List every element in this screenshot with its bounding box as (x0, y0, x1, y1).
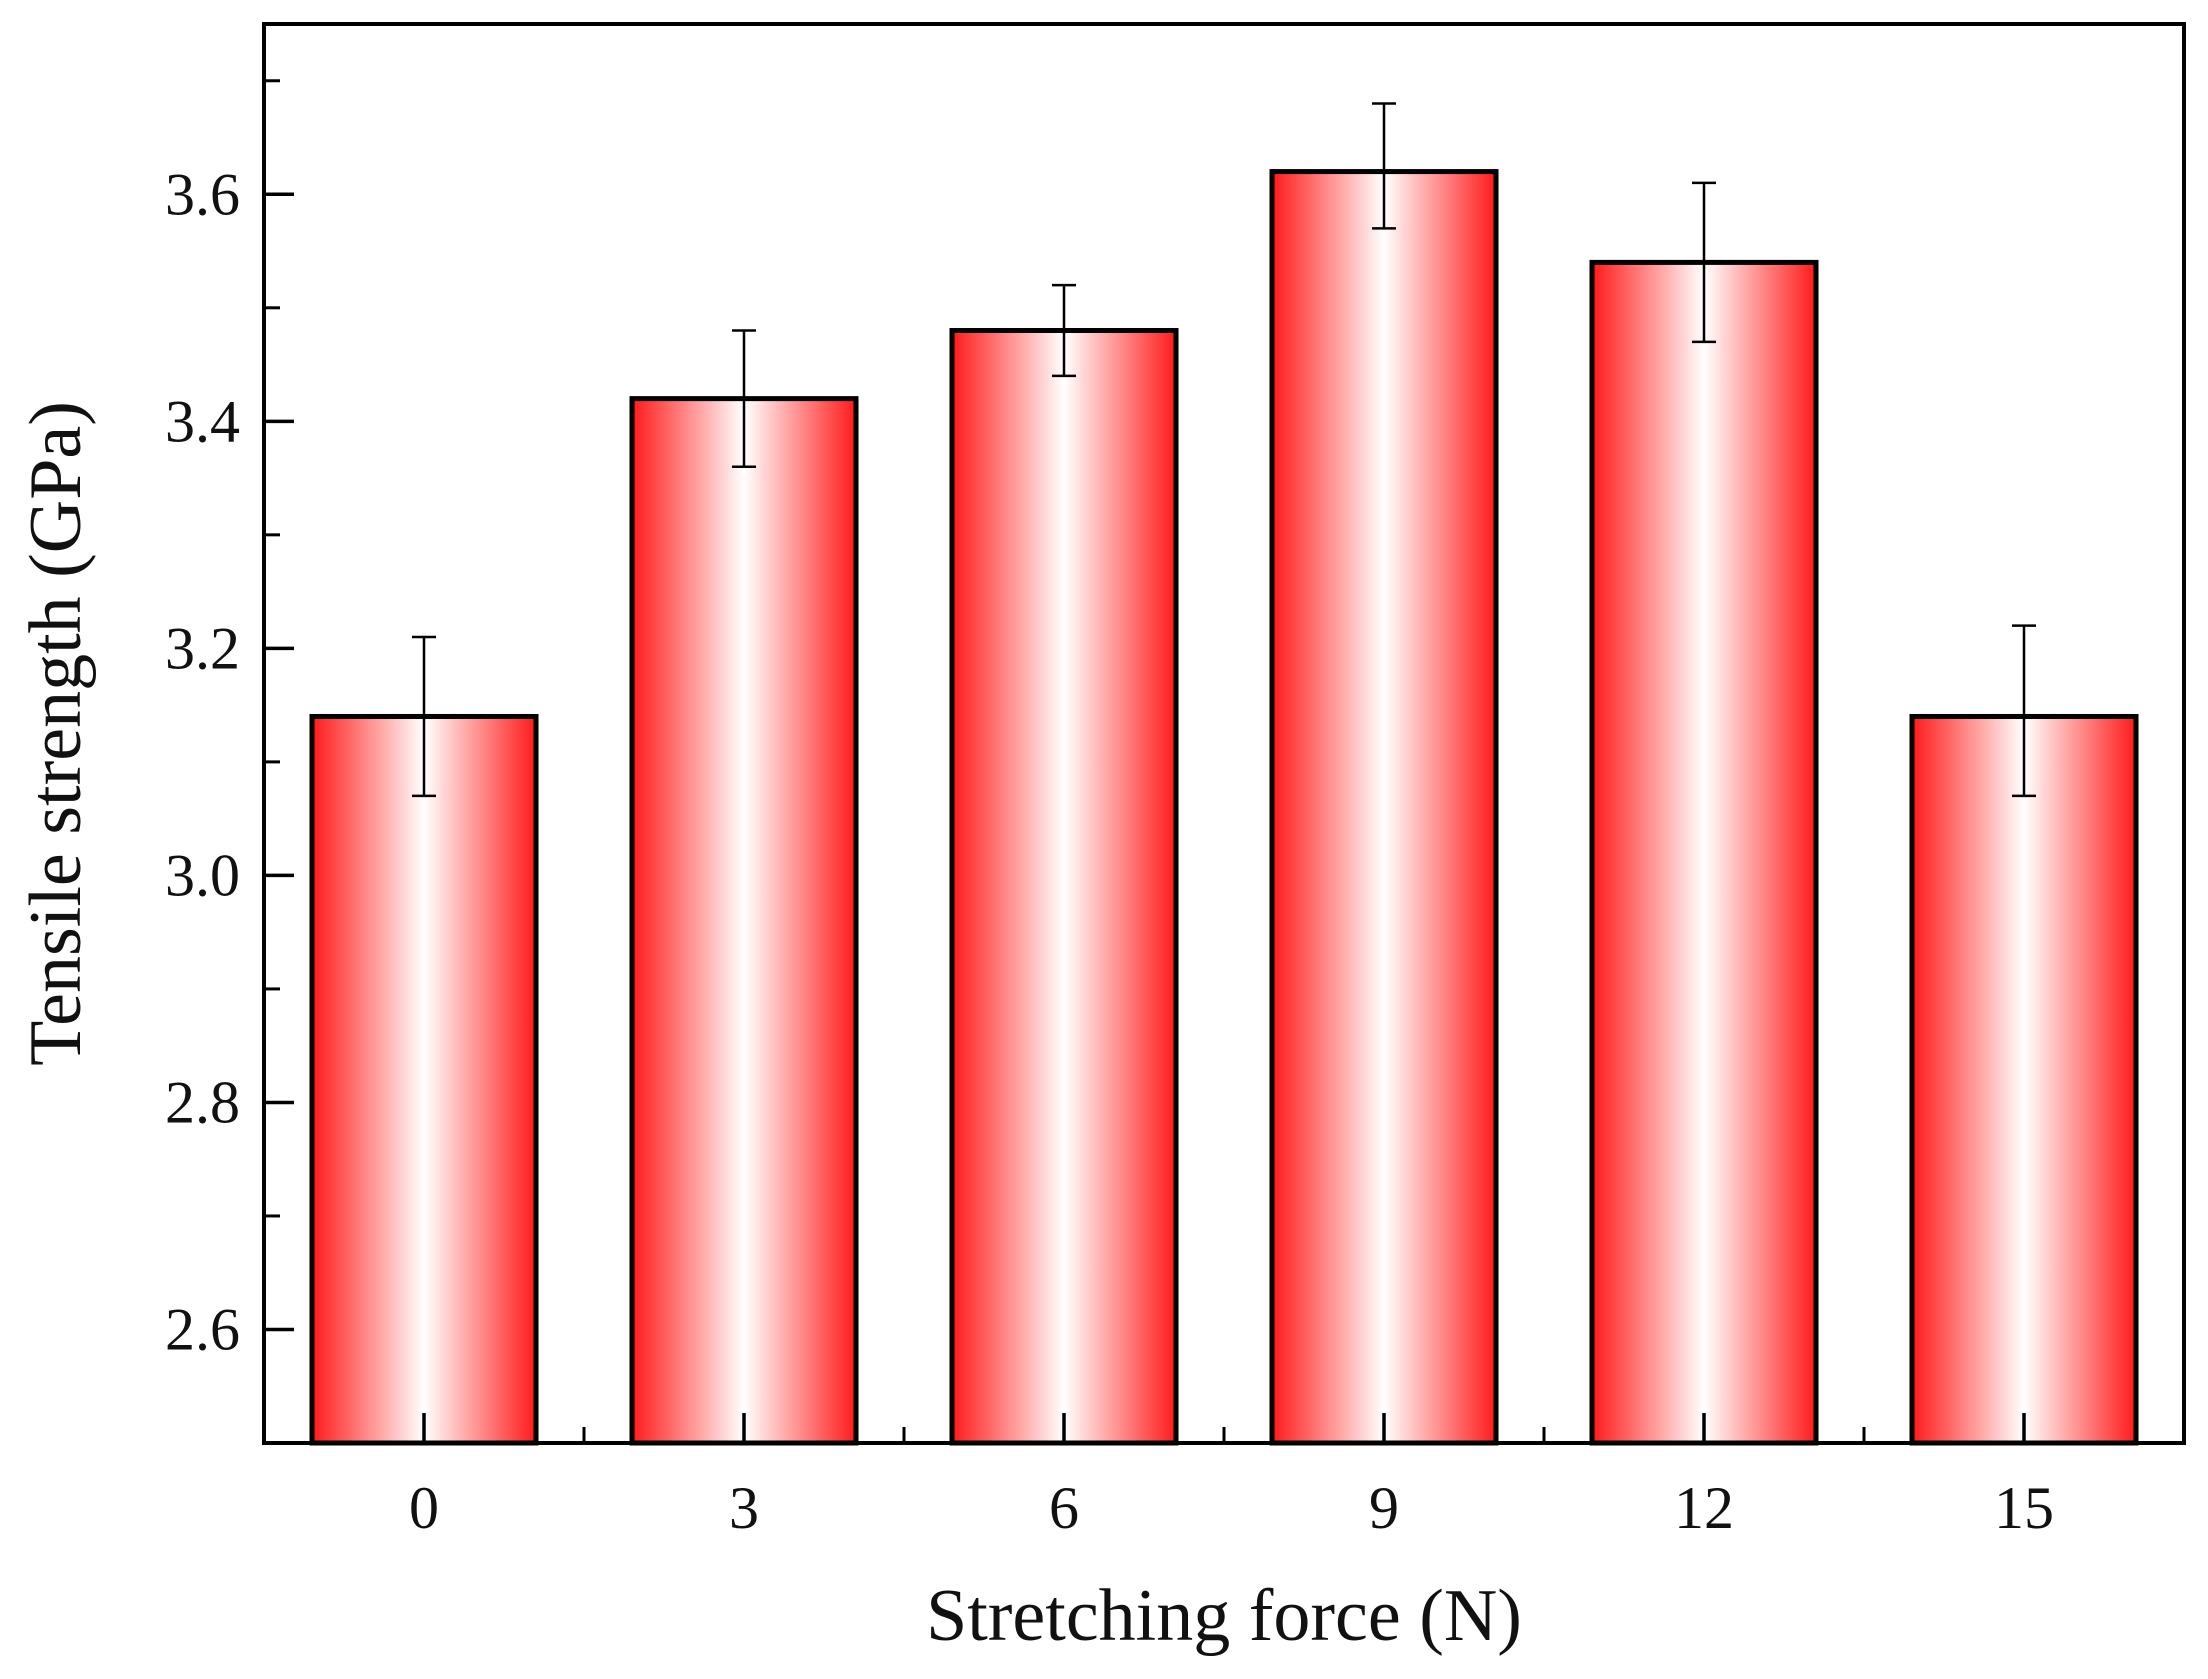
y-axis-ticks (264, 79, 294, 1445)
error-bar-9 (1372, 102, 1396, 230)
y-tick-label: 3.2 (165, 615, 240, 681)
y-tick-label: 3.6 (165, 161, 240, 227)
y-axis-title: Tensile strength (GPa) (15, 401, 97, 1066)
y-tick-label: 3.4 (165, 388, 240, 454)
bar-3 (629, 396, 859, 1446)
plot-frame (262, 22, 2186, 1445)
x-axis-ticks (422, 1413, 2026, 1443)
error-bar-12 (1692, 181, 1716, 344)
bar-0 (309, 713, 539, 1446)
x-axis-title: Stretching force (N) (926, 1575, 1522, 1657)
bar-12 (1589, 259, 1819, 1446)
x-tick-label: 6 (1049, 1475, 1079, 1541)
y-tick-label: 3.0 (165, 842, 240, 908)
y-tick-label: 2.6 (165, 1296, 240, 1362)
bar-6 (949, 328, 1179, 1446)
bar-15 (1909, 713, 2139, 1446)
x-axis-tick-labels: 0 3 6 9 12 15 (409, 1475, 2054, 1541)
error-bar-0 (412, 635, 436, 798)
error-bar-6 (1052, 283, 1076, 378)
bars-group (309, 169, 2139, 1446)
x-tick-label: 9 (1369, 1475, 1399, 1541)
error-bar-15 (2012, 624, 2036, 798)
bar-9 (1269, 169, 1499, 1446)
x-tick-label: 0 (409, 1475, 439, 1541)
error-bar-3 (732, 329, 756, 468)
x-tick-label: 3 (729, 1475, 759, 1541)
y-axis-tick-labels: 2.6 2.8 3.0 3.2 3.4 3.6 (165, 161, 240, 1362)
error-bars-group (412, 102, 2036, 798)
x-tick-label: 15 (1994, 1475, 2054, 1541)
y-tick-label: 2.8 (165, 1069, 240, 1135)
x-tick-label: 12 (1674, 1475, 1734, 1541)
